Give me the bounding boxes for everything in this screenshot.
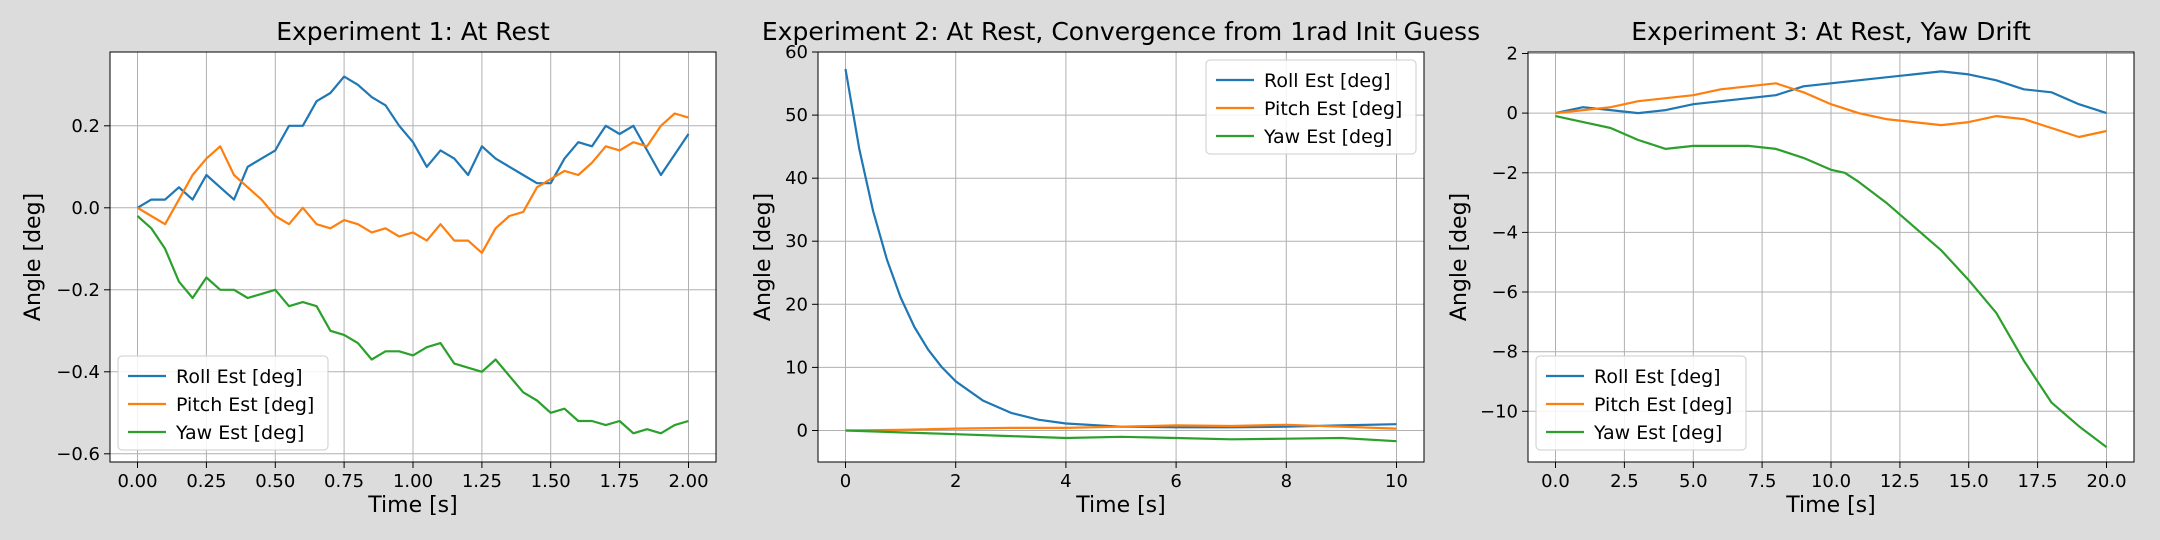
y-tick-label: −6 [1491,282,1518,303]
y-axis-label-2: Angle [deg] [751,193,776,321]
grid-1 [110,52,716,462]
y-tick-label: 10 [785,357,808,378]
series-lines-1 [136,75,690,435]
x-tick-label: 12.5 [1880,471,1920,492]
y-tick-label: 0 [1507,103,1518,124]
legend-label: Pitch Est [deg] [176,394,314,416]
x-tick-label: 1.50 [531,471,571,492]
legend-3: Roll Est [deg] Pitch Est [deg] Yaw Est [de… [1535,355,1747,451]
series-line-roll [1555,70,2107,115]
legend-label: Pitch Est [deg] [1264,98,1402,120]
legend-label: Yaw Est [deg] [1263,126,1392,148]
x-tick-label: 2.00 [668,471,708,492]
y-tick-label: 40 [785,168,808,189]
y-axis-label-1: Angle [deg] [21,193,46,321]
chart-title-3: Experiment 3: At Rest, Yaw Drift [1631,17,2031,46]
plot-frame-2 [817,51,1425,463]
legend-label: Pitch Est [deg] [1594,394,1732,416]
x-tick-label: 10.0 [1811,471,1851,492]
legend-label: Roll Est [deg] [1594,366,1721,388]
x-tick-label: 15.0 [1949,471,1989,492]
y-tick-label: 50 [785,105,808,126]
x-tick-label: 17.5 [2018,471,2058,492]
y-tick-label: −0.6 [56,444,100,465]
panel-1: 0.00 0.25 0.50 0.75 1.00 1.25 1.50 1.75 2.00 −0.6… [21,17,717,518]
x-axis-label-3: Time [s] [1785,493,1875,518]
y-tick-label: 2 [1507,44,1518,65]
legend-1: Roll Est [deg] Pitch Est [deg] Yaw Est [de… [117,355,329,451]
series-line-pitch [845,423,1397,432]
y-tick-label: −2 [1491,163,1518,184]
x-tick-label: 0.75 [324,471,364,492]
y-axis-label-3: Angle [deg] [1447,193,1472,321]
x-tick-label: 2 [950,471,961,492]
chart-title-2: Experiment 2: At Rest, Convergence from … [762,17,1480,46]
x-tick-label: 20.0 [2086,471,2126,492]
x-tick-label: 0.25 [186,471,226,492]
x-axis-label-2: Time [s] [1075,493,1165,518]
x-tick-label: 10 [1385,471,1408,492]
series-line-roll [844,68,1397,429]
y-tick-label: 30 [785,231,808,252]
x-tick-label: 0.0 [1541,471,1570,492]
x-tick-label: 0.00 [117,471,157,492]
x-tick-label: 5.0 [1679,471,1708,492]
x-tick-label: 1.00 [393,471,433,492]
x-tick-label: 0.50 [255,471,295,492]
x-tick-label: 4 [1060,471,1071,492]
y-tick-label: −0.2 [56,280,100,301]
y-tick-label: 60 [785,42,808,63]
legend-box [1535,355,1747,451]
series-line-yaw [845,429,1397,443]
legend-2: Roll Est [deg] Pitch Est [deg] Yaw Est [de… [1205,59,1417,155]
panel-2: 0 2 4 6 8 10 0 10 20 30 40 50 60 Experiment 2: At Re… [751,17,1480,518]
y-tick-label: −10 [1480,401,1518,422]
legend-box [1205,59,1417,155]
y-tick-label: 0.2 [71,116,100,137]
series-line-yaw [136,215,689,435]
x-tick-label: 0 [840,471,851,492]
legend-label: Yaw Est [deg] [175,422,304,444]
x-tick-label: 8 [1281,471,1292,492]
y-tick-label: 0.0 [71,198,100,219]
series-line-pitch [1555,82,2107,139]
legend-label: Roll Est [deg] [1264,70,1391,92]
series-line-yaw [1555,115,2108,448]
x-tick-label: 6 [1170,471,1181,492]
ticks-1: 0.00 0.25 0.50 0.75 1.00 1.25 1.50 1.75 2.00 −0.6… [56,116,708,492]
panel-3: 0.0 2.5 5.0 7.5 10.0 12.5 15.0 17.5 20.0 −10 −8 −6 −… [1447,17,2135,518]
x-tick-label: 1.75 [600,471,640,492]
y-tick-label: 0 [797,421,808,442]
legend-label: Roll Est [deg] [176,366,303,388]
x-tick-label: 7.5 [1748,471,1777,492]
chart-title-1: Experiment 1: At Rest [276,17,550,46]
series-lines-2 [844,68,1397,443]
x-tick-label: 2.5 [1610,471,1639,492]
y-tick-label: −8 [1491,342,1518,363]
series-line-roll [136,75,690,209]
y-tick-label: −4 [1491,222,1518,243]
y-tick-label: 20 [785,294,808,315]
x-axis-label-1: Time [s] [367,493,457,518]
legend-box [117,355,329,451]
x-tick-label: 1.25 [462,471,502,492]
y-tick-label: −0.4 [56,362,100,383]
ticks-2: 0 2 4 6 8 10 0 10 20 30 40 50 60 [785,42,1408,492]
series-line-pitch [136,112,689,254]
series-lines-3 [1555,70,2108,448]
ticks-3: 0.0 2.5 5.0 7.5 10.0 12.5 15.0 17.5 20.0 −10 −8 −6 −… [1480,44,2127,493]
legend-label: Yaw Est [deg] [1593,422,1722,444]
